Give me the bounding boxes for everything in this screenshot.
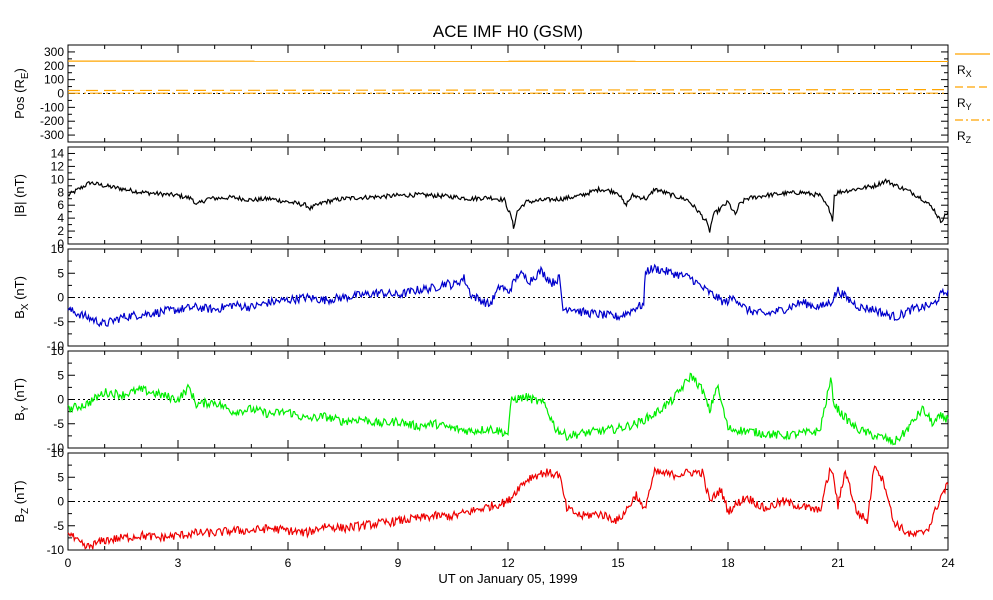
y-tick-label: 0 [57,237,64,251]
y-tick-label: -200 [40,114,64,128]
x-axis: 0 3 6 9 12 15 18 21 24 [65,556,955,570]
chart-title: ACE IMF H0 (GSM) [433,22,583,41]
y-tick-label: 10 [51,344,65,358]
legend-label-0: RX [957,63,972,79]
x-tick-label: 3 [175,556,182,570]
series-line-bx-0 [67,263,949,328]
y-tick-label: 14 [51,146,65,160]
y-tick-label: 5 [57,266,64,280]
x-tick-label: 24 [941,556,955,570]
panel-bx: 10 5 0 -5 -10 BX (nT) [12,242,949,353]
y-tick-label: 10 [51,446,65,460]
y-tick-label: 0 [57,291,64,305]
y-tick-label: -10 [47,441,65,455]
y-axis-label: BZ (nT) [12,480,31,522]
x-tick-label: 18 [721,556,735,570]
series-line-pos-1 [67,89,949,92]
x-tick-label: 12 [501,556,515,570]
y-tick-label: 300 [44,45,64,59]
x-tick-label: 0 [65,556,72,570]
y-tick-label: 8 [57,185,64,199]
y-tick-label: 2 [57,224,64,238]
panel-bz: 10 5 0 -5 -10 BZ (nT) [12,446,949,557]
y-tick-label: -100 [40,100,64,114]
x-tick-label: 21 [831,556,845,570]
position-legend: RX RY RZ [955,53,990,145]
y-axis-label: Pos (RE) [12,68,31,119]
x-tick-label: 9 [395,556,402,570]
y-tick-label: 6 [57,198,64,212]
series-line-bmag-0 [67,178,949,233]
y-tick-label: 100 [44,73,64,87]
y-tick-label: 12 [51,159,65,173]
y-tick-label: 200 [44,59,64,73]
y-tick-label: 0 [57,87,64,101]
legend-label-2: RZ [957,129,972,145]
y-tick-label: 5 [57,470,64,484]
y-tick-label: 10 [51,172,65,186]
y-tick-label: 5 [57,368,64,382]
y-tick-label: -10 [47,339,65,353]
y-tick-label: 0 [57,393,64,407]
y-tick-label: 0 [57,495,64,509]
y-tick-label: -300 [40,128,64,142]
y-axis-label: BY (nT) [12,378,31,421]
y-tick-label: -5 [53,315,64,329]
x-tick-label: 15 [611,556,625,570]
y-tick-label: -5 [53,519,64,533]
legend-label-1: RY [957,96,972,112]
y-tick-label: -10 [47,543,65,557]
series-line-by-0 [67,372,949,446]
series-line-bz-0 [67,465,949,550]
y-tick-label: 10 [51,242,65,256]
x-axis-label: UT on January 05, 1999 [438,571,577,586]
y-axis-label: |B| (nT) [12,174,27,217]
panel-by: 10 5 0 -5 -10 BY (nT) [12,344,949,455]
x-tick-label: 6 [285,556,292,570]
y-tick-label: 4 [57,211,64,225]
y-axis-label: BX (nT) [12,276,31,319]
y-tick-label: -5 [53,417,64,431]
